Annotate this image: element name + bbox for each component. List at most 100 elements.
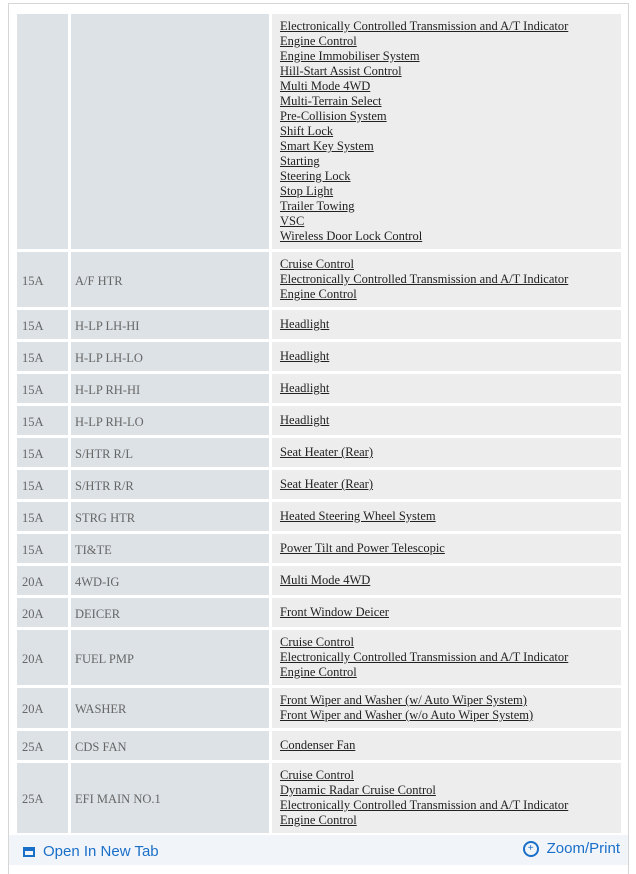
- fuse-name: EFI MAIN NO.1: [71, 763, 269, 833]
- fuse-amperage: 20A: [17, 566, 68, 595]
- table-row: 15A H-LP RH-LO Headlight: [17, 406, 621, 435]
- component-link[interactable]: Shift Lock: [280, 124, 334, 138]
- zoom-print-label: Zoom/Print: [546, 840, 620, 857]
- fuse-name: H-LP RH-LO: [71, 406, 269, 435]
- fuse-name: TI&TE: [71, 534, 269, 563]
- fuse-name: CDS FAN: [71, 731, 269, 760]
- fuse-components: Seat Heater (Rear): [272, 470, 621, 499]
- fuse-name: 4WD-IG: [71, 566, 269, 595]
- component-link[interactable]: Electronically Controlled Transmission a…: [280, 272, 569, 286]
- component-link[interactable]: Cruise Control: [280, 768, 354, 782]
- component-link[interactable]: Dynamic Radar Cruise Control: [280, 783, 436, 797]
- component-link[interactable]: Front Wiper and Washer (w/ Auto Wiper Sy…: [280, 693, 527, 707]
- table-row: 20A FUEL PMP Cruise Control Electronically …: [17, 630, 621, 685]
- fuse-components: Headlight: [272, 406, 621, 435]
- fuse-components: Electronically Controlled Transmission a…: [272, 14, 621, 249]
- component-link[interactable]: VSC: [280, 214, 305, 228]
- fuse-amperage: 15A: [17, 470, 68, 499]
- fuse-amperage: 25A: [17, 763, 68, 833]
- fuse-name: DEICER: [71, 598, 269, 627]
- table-row: 25A EFI MAIN NO.1 Cruise Control Dynamic Ra…: [17, 763, 621, 833]
- component-link[interactable]: Engine Immobiliser System: [280, 49, 420, 63]
- component-link[interactable]: Seat Heater (Rear): [280, 477, 373, 491]
- fuse-components: Cruise Control Electronically Controlled …: [272, 252, 621, 307]
- component-link[interactable]: Multi Mode 4WD: [280, 573, 371, 587]
- component-link[interactable]: Electronically Controlled Transmission a…: [280, 19, 569, 33]
- component-link[interactable]: Headlight: [280, 349, 330, 363]
- fuse-amperage: [17, 14, 68, 249]
- fuse-name: S/HTR R/L: [71, 438, 269, 467]
- fuse-amperage: 15A: [17, 502, 68, 531]
- fuse-amperage: 20A: [17, 598, 68, 627]
- component-link[interactable]: Wireless Door Lock Control: [280, 229, 423, 243]
- zoom-print-link[interactable]: + Zoom/Print: [522, 840, 620, 857]
- fuse-name: H-LP RH-HI: [71, 374, 269, 403]
- fuse-amperage: 15A: [17, 406, 68, 435]
- fuse-amperage: 15A: [17, 342, 68, 371]
- component-link[interactable]: Engine Control: [280, 287, 357, 301]
- table-row: 20A 4WD-IG Multi Mode 4WD: [17, 566, 621, 595]
- fuse-name: A/F HTR: [71, 252, 269, 307]
- component-link[interactable]: Condenser Fan: [280, 738, 356, 752]
- table-row: 25A CDS FAN Condenser Fan: [17, 731, 621, 760]
- component-link[interactable]: Multi-Terrain Select: [280, 94, 382, 108]
- component-link[interactable]: Steering Lock: [280, 169, 351, 183]
- component-link[interactable]: Stop Light: [280, 184, 334, 198]
- component-link[interactable]: Front Window Deicer: [280, 605, 389, 619]
- table-row: 15A STRG HTR Heated Steering Wheel System: [17, 502, 621, 531]
- table-row: 15A S/HTR R/L Seat Heater (Rear): [17, 438, 621, 467]
- fuse-components: Headlight: [272, 342, 621, 371]
- component-link[interactable]: Cruise Control: [280, 257, 354, 271]
- component-link[interactable]: Engine Control: [280, 813, 357, 827]
- fuse-amperage: 20A: [17, 688, 68, 728]
- component-link[interactable]: Engine Control: [280, 665, 357, 679]
- fuse-name: H-LP LH-HI: [71, 310, 269, 339]
- component-link[interactable]: Front Wiper and Washer (w/o Auto Wiper S…: [280, 708, 534, 722]
- fuse-components: Cruise Control Electronically Controlled …: [272, 630, 621, 685]
- component-link[interactable]: Headlight: [280, 381, 330, 395]
- fuse-amperage: 20A: [17, 630, 68, 685]
- fuse-name: [71, 14, 269, 249]
- table-row: 15A H-LP LH-LO Headlight: [17, 342, 621, 371]
- component-link[interactable]: Electronically Controlled Transmission a…: [280, 798, 569, 812]
- component-link[interactable]: Hill-Start Assist Control: [280, 64, 402, 78]
- component-link[interactable]: Engine Control: [280, 34, 357, 48]
- component-link[interactable]: Trailer Towing: [280, 199, 355, 213]
- table-row: 15A TI&TE Power Tilt and Power Telescopic: [17, 534, 621, 563]
- fuse-amperage: 25A: [17, 731, 68, 760]
- fuse-components: Front Window Deicer: [272, 598, 621, 627]
- component-link[interactable]: Starting: [280, 154, 320, 168]
- component-link[interactable]: Headlight: [280, 317, 330, 331]
- component-link[interactable]: Pre-Collision System: [280, 109, 387, 123]
- component-link[interactable]: Electronically Controlled Transmission a…: [280, 650, 569, 664]
- fuse-components: Seat Heater (Rear): [272, 438, 621, 467]
- fuse-name: WASHER: [71, 688, 269, 728]
- component-link[interactable]: Headlight: [280, 413, 330, 427]
- component-link[interactable]: Multi Mode 4WD: [280, 79, 371, 93]
- fuse-name: FUEL PMP: [71, 630, 269, 685]
- component-link[interactable]: Seat Heater (Rear): [280, 445, 373, 459]
- component-link[interactable]: Heated Steering Wheel System: [280, 509, 436, 523]
- fuse-components: Power Tilt and Power Telescopic: [272, 534, 621, 563]
- component-link[interactable]: Smart Key System: [280, 139, 374, 153]
- fuse-components: Cruise Control Dynamic Radar Cruise Contr…: [272, 763, 621, 833]
- zoom-plus-icon: +: [522, 840, 539, 857]
- table-row: Electronically Controlled Transmission a…: [17, 14, 621, 249]
- fuse-amperage: 15A: [17, 374, 68, 403]
- table-row: 20A DEICER Front Window Deicer: [17, 598, 621, 627]
- table-row: 20A WASHER Front Wiper and Washer (w/ Auto…: [17, 688, 621, 728]
- fuse-amperage: 15A: [17, 252, 68, 307]
- table-row: 15A H-LP RH-HI Headlight: [17, 374, 621, 403]
- fuse-name: STRG HTR: [71, 502, 269, 531]
- fuse-table: Electronically Controlled Transmission a…: [14, 11, 624, 836]
- open-in-new-tab-link[interactable]: Open In New Tab: [23, 843, 159, 860]
- footer-bar: Open In New Tab + Zoom/Print: [9, 835, 628, 865]
- fuse-amperage: 15A: [17, 534, 68, 563]
- fuse-components: Front Wiper and Washer (w/ Auto Wiper Sy…: [272, 688, 621, 728]
- component-link[interactable]: Power Tilt and Power Telescopic: [280, 541, 445, 555]
- component-link[interactable]: Cruise Control: [280, 635, 354, 649]
- table-row: 15A H-LP LH-HI Headlight: [17, 310, 621, 339]
- fuse-table-card: Electronically Controlled Transmission a…: [8, 3, 629, 874]
- open-in-new-tab-label: Open In New Tab: [43, 843, 159, 860]
- fuse-name: S/HTR R/R: [71, 470, 269, 499]
